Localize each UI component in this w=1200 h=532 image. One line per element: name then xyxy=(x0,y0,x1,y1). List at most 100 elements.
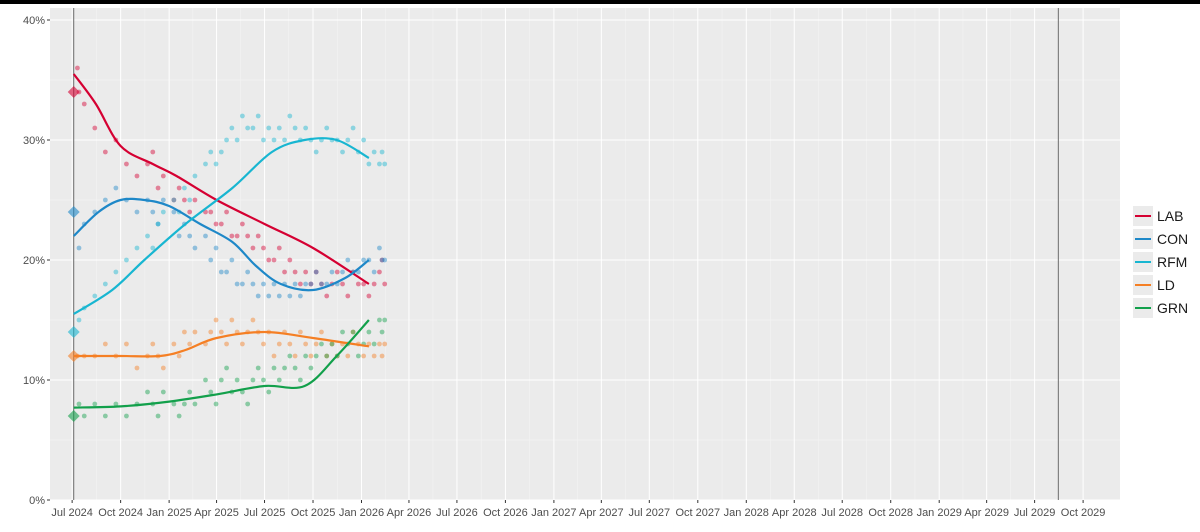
poll-point-grn xyxy=(319,341,324,347)
poll-point-lab xyxy=(366,293,372,299)
poll-point-ld xyxy=(287,341,293,347)
poll-point-rfm xyxy=(245,125,251,131)
poll-point-con xyxy=(208,257,214,263)
poll-point-lab xyxy=(224,209,229,215)
poll-point-ld xyxy=(261,341,266,347)
poll-point-rfm xyxy=(340,149,345,155)
poll-point-lab xyxy=(271,257,277,263)
poll-point-rfm xyxy=(192,173,198,179)
x-tick-label: Oct 2025 xyxy=(291,507,336,519)
poll-point-grn xyxy=(155,413,161,419)
poll-point-con xyxy=(234,281,240,287)
election-results xyxy=(67,86,80,422)
poll-point-con xyxy=(271,281,277,287)
poll-point-grn xyxy=(187,389,193,395)
y-tick-label: 40% xyxy=(23,15,45,27)
x-tick-label: Jan 2025 xyxy=(146,507,191,519)
x-tick-label: Jul 2026 xyxy=(436,507,478,519)
x-tick-label: Jan 2027 xyxy=(531,507,576,519)
legend-item-grn: GRN xyxy=(1133,296,1193,319)
legend-swatch xyxy=(1135,214,1151,217)
poll-point-con xyxy=(379,257,385,263)
poll-point-con xyxy=(150,209,156,215)
poll-point-lab xyxy=(379,257,385,263)
x-tick-label: Oct 2028 xyxy=(868,507,913,519)
poll-point-lab xyxy=(345,293,351,299)
poll-point-ld xyxy=(308,353,314,359)
poll-point-rfm xyxy=(171,197,177,203)
poll-point-grn xyxy=(324,353,330,359)
poll-point-lab xyxy=(187,209,193,215)
poll-point-rfm xyxy=(313,149,319,155)
legend: LAB CON RFM LD GRN xyxy=(1133,204,1193,319)
poll-point-grn xyxy=(92,401,98,407)
poll-point-lab xyxy=(292,269,298,275)
poll-point-lab xyxy=(192,197,198,203)
poll-point-lab xyxy=(303,269,309,275)
legend-label: LAB xyxy=(1157,207,1184,224)
poll-point-con xyxy=(345,257,351,263)
poll-point-grn xyxy=(379,329,385,335)
poll-point-rfm xyxy=(160,209,166,215)
poll-point-lab xyxy=(160,173,166,179)
poll-point-lab xyxy=(319,281,324,287)
poll-point-con xyxy=(371,269,377,275)
poll-point-grn xyxy=(276,377,282,383)
poll-point-rfm xyxy=(145,233,150,239)
poll-point-con xyxy=(239,281,245,287)
poll-point-lab xyxy=(261,245,266,251)
poll-point-con xyxy=(102,197,108,203)
poll-point-lab xyxy=(282,269,287,275)
poll-point-grn xyxy=(350,329,356,335)
poll-point-grn xyxy=(287,353,293,359)
poll-point-lab xyxy=(229,233,235,239)
poll-point-lab xyxy=(208,209,214,215)
poll-point-con xyxy=(213,245,219,251)
poll-point-lab xyxy=(182,197,187,203)
poll-point-ld xyxy=(319,329,324,335)
poll-point-grn xyxy=(203,377,208,383)
poll-point-rfm xyxy=(124,257,129,263)
poll-point-grn xyxy=(218,377,224,383)
poll-point-grn xyxy=(371,341,377,347)
poll-point-ld xyxy=(345,353,351,359)
poll-point-ld xyxy=(239,341,245,347)
poll-point-rfm xyxy=(282,137,287,143)
x-tick-label: Apr 2027 xyxy=(579,507,624,519)
legend-label: RFM xyxy=(1157,253,1188,270)
x-tick-label: Oct 2029 xyxy=(1061,507,1106,519)
poll-point-rfm xyxy=(182,185,187,191)
poll-point-lab xyxy=(239,221,245,227)
poll-point-rfm xyxy=(134,245,140,251)
minor-gridlines xyxy=(50,8,1120,500)
poll-point-grn xyxy=(366,329,372,335)
poll-point-ld xyxy=(371,353,377,359)
poll-point-lab xyxy=(334,269,340,275)
poll-point-lab xyxy=(134,173,140,179)
poll-point-grn xyxy=(377,317,382,323)
poll-point-ld xyxy=(350,329,356,335)
trend-lines xyxy=(72,73,370,409)
poll-point-rfm xyxy=(224,137,229,143)
poll-point-ld xyxy=(102,341,108,347)
poll-point-grn xyxy=(292,365,298,371)
legend-item-rfm: RFM xyxy=(1133,250,1193,273)
poll-point-con xyxy=(134,209,140,215)
poll-point-grn xyxy=(250,377,256,383)
legend-key xyxy=(1133,228,1153,249)
poll-point-ld xyxy=(361,353,367,359)
election-result-con xyxy=(67,206,80,218)
poll-point-rfm xyxy=(350,125,356,131)
poll-point-lab xyxy=(218,221,224,227)
poll-point-con xyxy=(250,281,256,287)
poll-point-con xyxy=(361,257,367,263)
poll-point-lab xyxy=(150,149,156,155)
poll-point-rfm xyxy=(379,149,385,155)
poll-point-lab xyxy=(324,293,330,299)
poll-point-con xyxy=(245,269,251,275)
x-tick-label: Apr 2028 xyxy=(772,507,817,519)
poll-point-con xyxy=(203,233,208,239)
poll-point-lab xyxy=(361,281,367,287)
poll-point-rfm xyxy=(218,149,224,155)
poll-point-grn xyxy=(145,389,150,395)
